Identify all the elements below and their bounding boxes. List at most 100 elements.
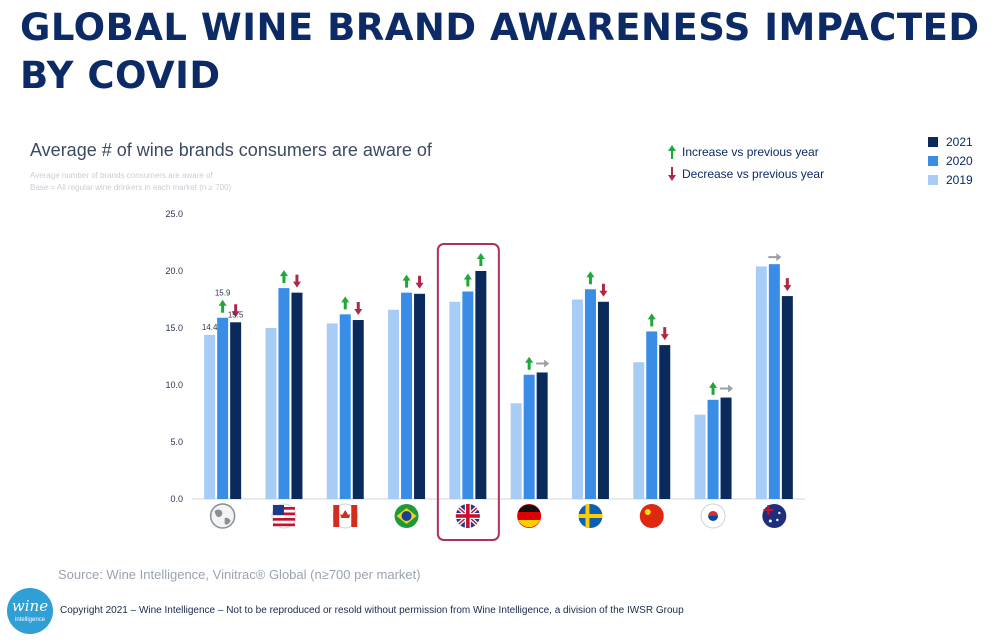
globe-icon xyxy=(209,503,236,529)
germany-flag-icon xyxy=(518,520,541,528)
australia-flag-icon xyxy=(767,505,770,515)
bar-2020 xyxy=(707,399,719,499)
change-indicator-legend: Increase vs previous year Decrease vs pr… xyxy=(668,141,824,185)
source-note: Source: Wine Intelligence, Vinitrac® Glo… xyxy=(58,567,421,582)
highlight-box xyxy=(436,243,500,541)
bar-2021 xyxy=(230,322,242,499)
flat-arrow-icon xyxy=(768,253,782,262)
bar-2021 xyxy=(720,397,732,499)
y-tick-label: 10.0 xyxy=(165,380,183,390)
year-legend: 2021 2020 2019 xyxy=(928,132,973,189)
up-arrow-icon xyxy=(218,299,227,313)
decrease-legend-label: Decrease vs previous year xyxy=(682,167,825,181)
increase-legend-label: Increase vs previous year xyxy=(682,145,819,159)
sweden-flag-icon xyxy=(578,514,603,518)
bar-2020 xyxy=(217,317,229,499)
legend-swatch xyxy=(928,174,938,185)
bar-2019 xyxy=(326,323,338,499)
china-flag-icon xyxy=(644,509,651,515)
base-note: Average number of brands consumers are a… xyxy=(30,170,231,194)
y-tick-label: 20.0 xyxy=(165,266,183,276)
canada-flag-icon xyxy=(333,505,340,527)
bar-2021 xyxy=(352,320,364,499)
bar-2019 xyxy=(204,334,216,499)
bar-2021 xyxy=(536,372,548,499)
down-arrow-icon xyxy=(660,327,669,341)
legend-item-2020: 2020 xyxy=(928,151,973,170)
flat-arrow-icon xyxy=(720,384,734,393)
australia-flag-icon xyxy=(768,519,772,523)
legend-label: 2020 xyxy=(946,153,973,168)
globe-icon xyxy=(214,509,223,518)
logo-subword: intelligence xyxy=(14,617,46,623)
bar-2021 xyxy=(659,345,671,499)
increase-legend-item: Increase vs previous year xyxy=(668,141,824,163)
wine-intelligence-logo: wine intelligence xyxy=(7,588,53,634)
bar-2019 xyxy=(755,266,767,499)
bar-2019 xyxy=(510,403,522,499)
page-title: GLOBAL WINE BRAND AWARENESS IMPACTED BY … xyxy=(20,6,980,97)
bar-2020 xyxy=(462,291,474,499)
bar-2019 xyxy=(633,362,645,499)
bar-2020 xyxy=(339,314,351,499)
down-arrow-icon xyxy=(599,283,608,297)
up-arrow-icon xyxy=(476,253,485,266)
up-arrow-icon xyxy=(586,271,595,285)
chart-subtitle: Average # of wine brands consumers are a… xyxy=(30,140,432,160)
australia-flag-icon xyxy=(778,511,781,515)
usa-flag-icon xyxy=(272,523,295,527)
bar-2021 xyxy=(475,271,487,499)
usa-flag-icon xyxy=(272,505,284,515)
canada-flag-icon xyxy=(351,505,358,527)
south-korea-flag-icon xyxy=(708,516,719,521)
legend-label: 2021 xyxy=(946,134,973,149)
y-tick-label: 0.0 xyxy=(170,494,183,504)
bar-2019 xyxy=(694,414,706,499)
base-note-line: Base = All regular wine drinkers in each… xyxy=(30,183,232,192)
y-tick-label: 15.0 xyxy=(165,323,183,333)
canada-flag-icon xyxy=(340,510,351,518)
bar-2020 xyxy=(768,264,780,499)
legend-item-2021: 2021 xyxy=(928,132,973,151)
up-arrow-icon xyxy=(647,313,656,327)
bar-2021 xyxy=(597,301,609,499)
down-arrow-icon xyxy=(231,304,240,318)
bar-2021 xyxy=(291,292,303,499)
bar-2020 xyxy=(278,288,290,499)
legend-label: 2019 xyxy=(946,172,973,187)
down-arrow-icon xyxy=(783,278,792,292)
bar-2020 xyxy=(523,374,535,499)
data-label: 15.9 xyxy=(215,289,231,298)
copyright-note: Copyright 2021 – Wine Intelligence – Not… xyxy=(60,605,684,616)
decrease-legend-item: Decrease vs previous year xyxy=(668,163,824,185)
down-arrow-icon xyxy=(354,302,363,316)
down-arrow-icon xyxy=(292,274,301,288)
data-label: 14.4 xyxy=(202,323,218,332)
up-arrow-icon xyxy=(668,145,676,159)
china-flag-icon xyxy=(639,504,664,528)
base-note-line: Average number of brands consumers are a… xyxy=(30,171,213,180)
data-label: 15.5 xyxy=(228,310,244,319)
usa-flag-icon xyxy=(272,518,295,521)
up-arrow-icon xyxy=(279,270,288,284)
bar-2020 xyxy=(584,289,596,499)
germany-flag-icon xyxy=(518,504,541,512)
bar-2019 xyxy=(571,299,583,499)
up-arrow-icon xyxy=(709,381,718,395)
bar-2021 xyxy=(414,293,426,499)
up-arrow-icon xyxy=(402,274,411,288)
bar-2019 xyxy=(388,309,400,499)
down-arrow-icon xyxy=(415,275,424,289)
y-tick-label: 5.0 xyxy=(170,437,183,447)
up-arrow-icon xyxy=(341,296,350,310)
logo-word: wine xyxy=(11,597,49,615)
bar-2020 xyxy=(646,331,658,499)
down-arrow-icon xyxy=(668,167,676,181)
legend-swatch xyxy=(928,155,938,166)
bar-2019 xyxy=(449,301,461,499)
bar-2021 xyxy=(781,296,793,499)
globe-icon xyxy=(224,517,231,525)
y-tick-label: 25.0 xyxy=(165,209,183,219)
up-arrow-icon xyxy=(463,273,472,287)
